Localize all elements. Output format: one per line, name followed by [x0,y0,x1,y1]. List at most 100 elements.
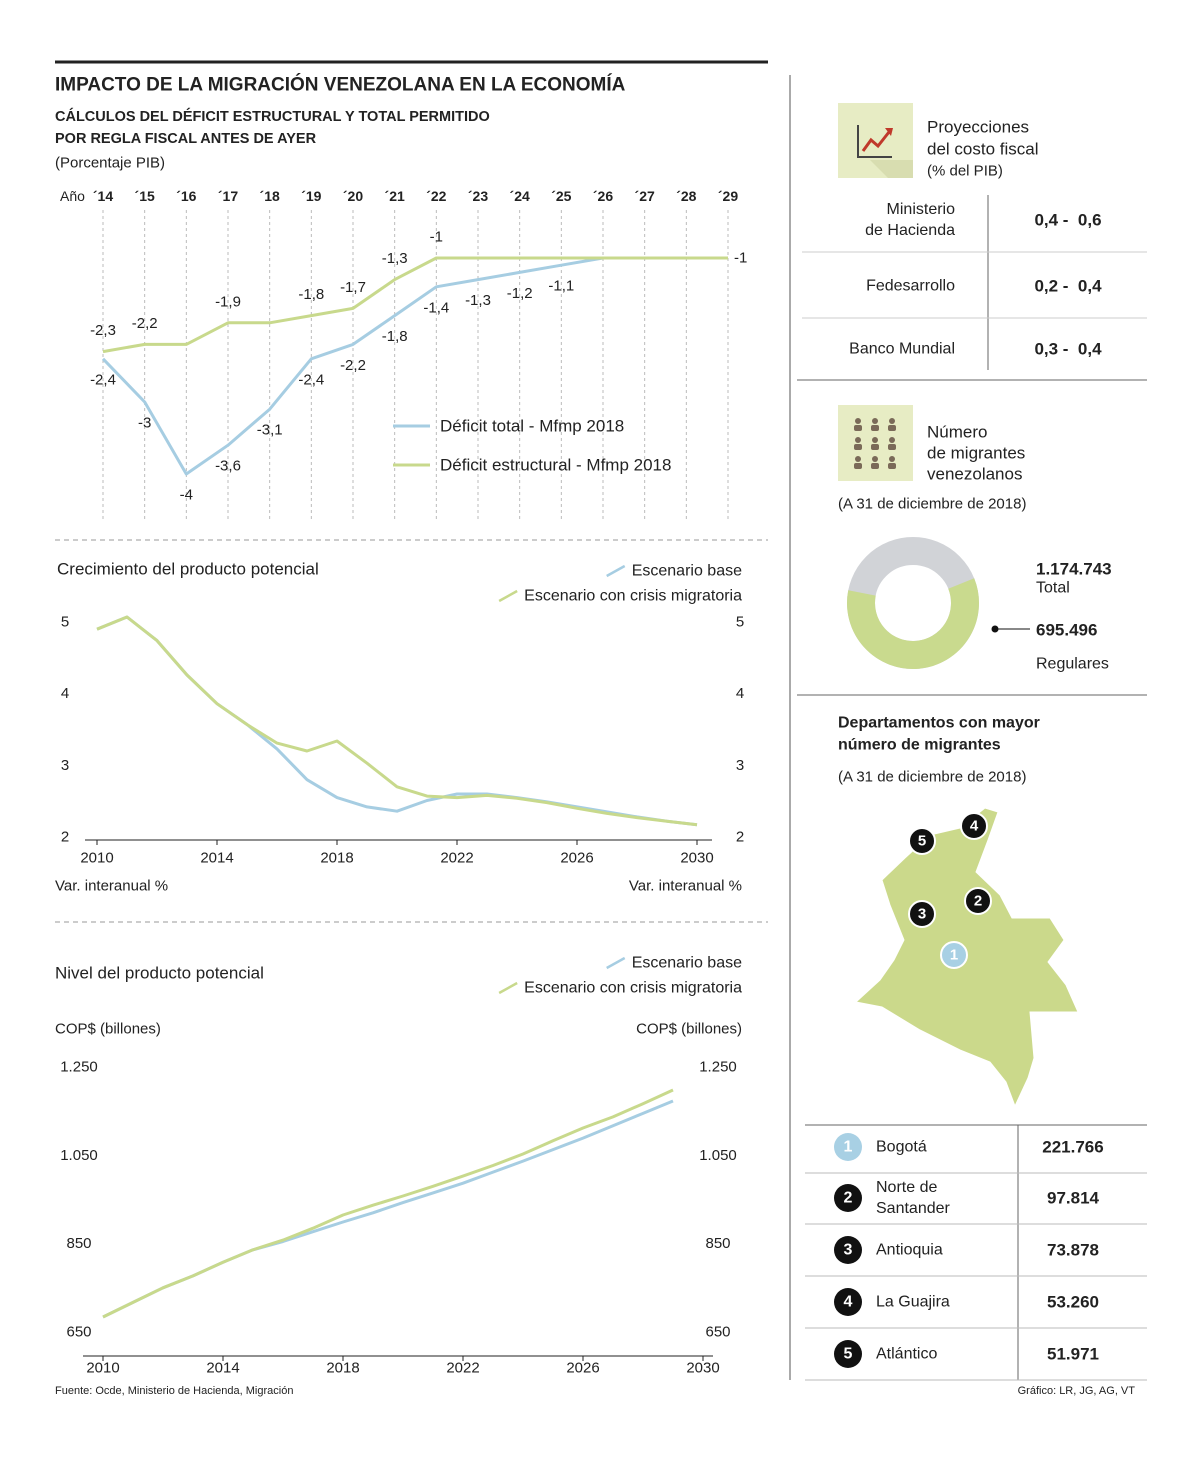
x-tick-label: 2026 [560,850,593,867]
x-tick-label: ´29 [718,188,738,204]
map-marker-label: 4 [970,818,979,835]
migrants-title: Número [927,423,987,442]
total-name: Total [1036,580,1070,597]
y-tick-label: 4 [61,685,69,702]
y-tick-label-right: 1.050 [699,1147,737,1164]
y-tick-label: 2 [61,829,69,846]
y-axis-label-right: Var. interanual % [629,878,742,895]
chart-title: Crecimiento del producto potencial [57,560,319,579]
fiscal-title: Proyecciones [927,118,1029,137]
legend-label: Escenario con crisis migratoria [524,980,742,997]
value-label: -2,3 [90,322,116,339]
x-tick-label: ´21 [385,188,405,204]
x-tick-label: ´28 [676,188,696,204]
total-label: 1.174.743 [1036,560,1112,579]
value-label: -1,1 [548,278,574,295]
rank-badge [834,1184,862,1212]
value-label: -1,4 [423,299,449,316]
rank-badge [834,1288,862,1316]
map-marker-label: 1 [950,947,958,964]
legend-label: Escenario base [632,563,742,580]
category-label: Regulares [1036,656,1109,673]
x-tick-label: 2014 [200,850,233,867]
departments-title: número de migrantes [838,737,1001,754]
series-line [101,256,728,476]
map-marker [960,812,988,840]
value-label: -4 [180,487,193,504]
x-tick-label: ´17 [218,188,238,204]
value-label: -1 [734,250,747,267]
value-label: -1 [430,229,443,246]
series-line [102,1088,674,1319]
department-value: 221.766 [1042,1138,1103,1157]
map-marker-label: 5 [918,833,926,850]
row-name: Banco Mundial [849,341,955,358]
chart-title: Nivel del producto potencial [55,964,264,983]
y-tick-label-right: 650 [705,1324,730,1341]
value-label: -1,8 [298,286,324,303]
row-name: Fedesarrollo [866,278,955,295]
rank-label: 2 [844,1190,853,1207]
migrants-title: de migrantes [927,444,1025,463]
map-marker-label: 3 [918,906,926,923]
x-tick-label: 2010 [86,1360,119,1377]
department-name: Antioquia [876,1242,943,1259]
value-label: -2,4 [298,371,324,388]
x-tick-label: ´25 [551,188,571,204]
row-range: 0,2 - 0,4 [1034,277,1102,296]
x-tick-label: ´15 [135,188,155,204]
people-icon [838,405,913,481]
rank-badge [834,1236,862,1264]
credit: Gráfico: LR, JG, AG, VT [1018,1385,1136,1397]
row-range: 0,3 - 0,4 [1034,340,1102,359]
legend-swatch [606,956,626,970]
x-tick-label: 2022 [440,850,473,867]
x-tick-label: 2010 [80,850,113,867]
map-marker-label: 2 [974,893,982,910]
value-label: -2,4 [90,371,116,388]
x-tick-label: 2014 [206,1360,239,1377]
y-tick-label: 850 [66,1235,91,1252]
department-name: Bogotá [876,1139,927,1156]
row-range: 0,4 - 0,6 [1034,211,1101,230]
value-label: -1,3 [382,250,408,267]
x-tick-label: ´18 [260,188,280,204]
legend-label: Escenario con crisis migratoria [524,588,742,605]
x-tick-label: 2022 [446,1360,479,1377]
map-marker [908,900,936,928]
map-marker [940,941,968,969]
department-value: 51.971 [1047,1345,1099,1364]
title: IMPACTO DE LA MIGRACIÓN VENEZOLANA EN LA… [55,74,626,96]
y-tick-label: 650 [66,1324,91,1341]
x-tick-label: ´14 [93,188,113,204]
series-line [96,615,698,827]
x-tick-label: ´26 [593,188,613,204]
x-tick-label: 2026 [566,1360,599,1377]
y-tick-label-right: 850 [705,1235,730,1252]
department-name: Santander [876,1200,951,1217]
y-tick-label: 3 [61,757,69,774]
x-tick-label: ´16 [176,188,196,204]
subtitle: CÁLCULOS DEL DÉFICIT ESTRUCTURAL Y TOTAL… [55,108,490,125]
map-marker [964,887,992,915]
rank-badge [834,1133,862,1161]
department-value: 53.260 [1047,1293,1099,1312]
y-tick-label-right: 1.250 [699,1059,737,1076]
department-value: 73.878 [1047,1241,1099,1260]
value-label: -1,3 [465,292,491,309]
x-tick-label: 2030 [680,850,713,867]
unit: (Porcentaje PIB) [55,155,165,172]
fiscal-unit: (% del PIB) [927,163,1003,180]
departments-date: (A 31 de diciembre de 2018) [838,769,1026,786]
value-label: 695.496 [1036,621,1097,640]
fiscal-icon [838,103,913,178]
y-tick-label: 1.250 [60,1059,98,1076]
row-name: de Hacienda [865,222,955,239]
map-marker [908,827,936,855]
y-axis-label-right: COP$ (billones) [636,1021,742,1038]
x-tick-label: 2018 [320,850,353,867]
legend-swatch [606,564,626,578]
series-line [102,256,728,354]
rank-label: 4 [844,1294,853,1311]
